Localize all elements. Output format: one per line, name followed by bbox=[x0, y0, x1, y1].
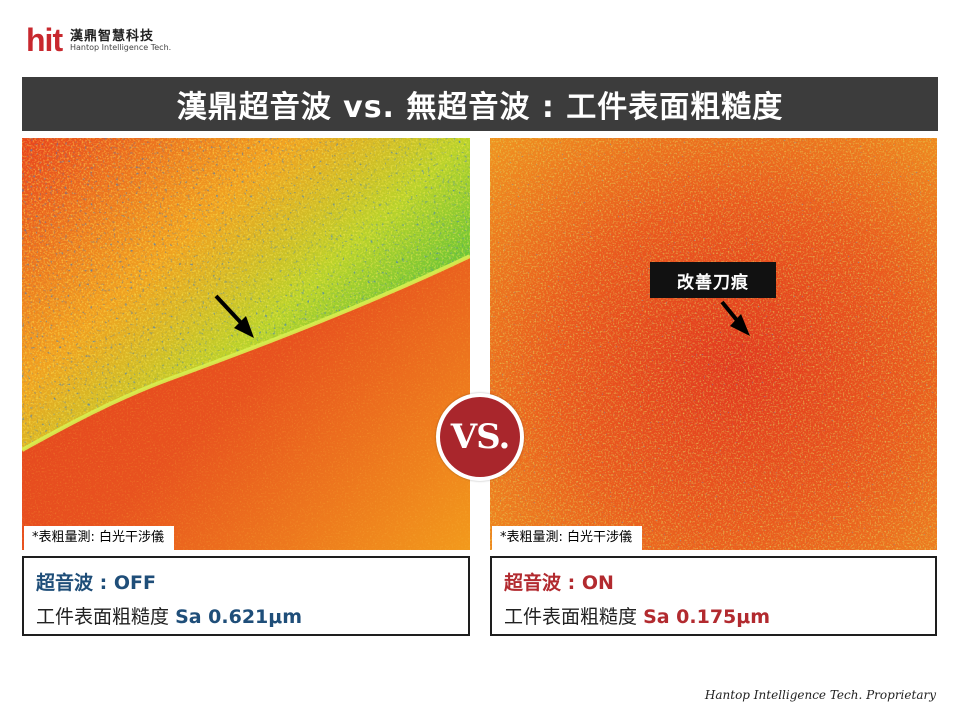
roughness-value: Sa 0.621μm bbox=[175, 606, 303, 628]
ultrasonic-status-off: 超音波 : OFF bbox=[36, 568, 156, 595]
result-box-off: 超音波 : OFF 工件表面粗糙度 Sa 0.621μm bbox=[22, 556, 470, 636]
surface-image-on bbox=[490, 138, 937, 550]
roughness-label: 工件表面粗糙度 bbox=[504, 606, 638, 628]
callout-improved-tool-marks: 改善刀痕 bbox=[650, 262, 776, 298]
roughness-result-on: 工件表面粗糙度 Sa 0.175μm bbox=[504, 602, 770, 629]
logo-english-name: Hantop Intelligence Tech. bbox=[70, 43, 172, 52]
vs-badge: VS. bbox=[436, 393, 524, 481]
result-box-on: 超音波 : ON 工件表面粗糙度 Sa 0.175μm bbox=[490, 556, 937, 636]
roughness-value: Sa 0.175μm bbox=[643, 606, 771, 628]
roughness-result-off: 工件表面粗糙度 Sa 0.621μm bbox=[36, 602, 302, 629]
logo-mark: hit bbox=[26, 22, 63, 58]
slide-title: 漢鼎超音波 vs. 無超音波 : 工件表面粗糙度 bbox=[22, 77, 938, 131]
ultrasonic-value: : OFF bbox=[93, 572, 156, 594]
measurement-note-right: *表粗量測: 白光干涉儀 bbox=[492, 526, 643, 550]
roughness-heatmap-off bbox=[22, 138, 470, 550]
surface-image-off bbox=[22, 138, 470, 550]
arrow-icon bbox=[720, 300, 750, 336]
ultrasonic-status-on: 超音波 : ON bbox=[504, 568, 614, 595]
ultrasonic-label: 超音波 bbox=[36, 572, 94, 594]
vs-badge-label: VS. bbox=[440, 397, 520, 477]
ultrasonic-value: : ON bbox=[561, 572, 614, 594]
proprietary-footer: Hantop Intelligence Tech. Proprietary bbox=[704, 688, 936, 702]
roughness-heatmap-on bbox=[490, 138, 937, 550]
roughness-label: 工件表面粗糙度 bbox=[36, 606, 170, 628]
measurement-note-left: *表粗量測: 白光干涉儀 bbox=[24, 526, 175, 550]
arrow-icon bbox=[214, 294, 254, 338]
ultrasonic-label: 超音波 bbox=[504, 572, 562, 594]
logo-chinese-name: 漢鼎智慧科技 bbox=[70, 29, 155, 44]
